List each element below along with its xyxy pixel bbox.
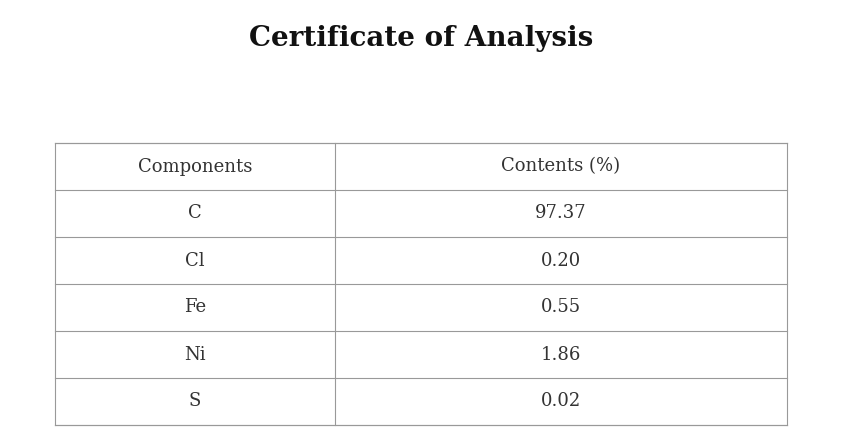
Text: Fe: Fe: [184, 299, 206, 317]
Text: Ni: Ni: [184, 346, 205, 364]
Text: 0.20: 0.20: [541, 251, 581, 269]
Text: 1.86: 1.86: [541, 346, 581, 364]
Text: C: C: [188, 205, 202, 223]
Text: S: S: [189, 392, 201, 410]
Text: 0.55: 0.55: [541, 299, 581, 317]
Text: Contents (%): Contents (%): [502, 158, 621, 176]
Text: Certificate of Analysis: Certificate of Analysis: [249, 25, 593, 52]
Text: 0.02: 0.02: [541, 392, 581, 410]
Text: Components: Components: [138, 158, 253, 176]
Text: Cl: Cl: [185, 251, 205, 269]
Text: 97.37: 97.37: [536, 205, 587, 223]
